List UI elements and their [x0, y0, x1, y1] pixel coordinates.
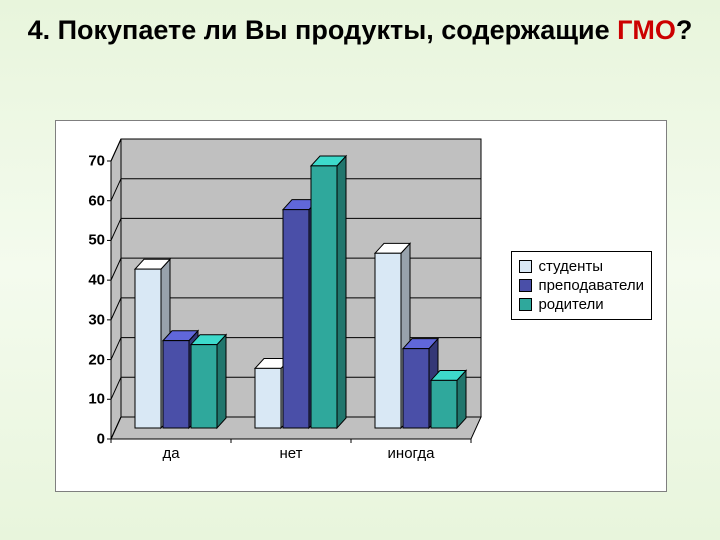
- title-suffix: ?: [676, 15, 693, 45]
- chart-container: 010203040506070данетиногда студентыпрепо…: [55, 120, 667, 492]
- y-tick-label: 60: [88, 192, 111, 209]
- y-tick-label: 20: [88, 351, 111, 368]
- x-category-label: иногда: [388, 439, 435, 462]
- legend-label: родители: [538, 296, 603, 313]
- y-tick-label: 70: [88, 153, 111, 170]
- legend-item: родители: [519, 296, 644, 313]
- title-highlight: ГМО: [617, 15, 676, 45]
- title-prefix: 4. Покупаете ли Вы продукты, содержащие: [28, 15, 618, 45]
- legend-label: студенты: [538, 258, 603, 275]
- slide: 4. Покупаете ли Вы продукты, содержащие …: [0, 0, 720, 540]
- chart-plot: 010203040506070данетиногда: [111, 139, 481, 439]
- chart-svg: [111, 139, 481, 439]
- legend-item: преподаватели: [519, 277, 644, 294]
- y-tick-label: 0: [97, 431, 111, 448]
- y-tick-label: 40: [88, 272, 111, 289]
- legend-item: студенты: [519, 258, 644, 275]
- legend-swatch: [519, 260, 532, 273]
- legend-swatch: [519, 298, 532, 311]
- y-tick-label: 50: [88, 232, 111, 249]
- legend-swatch: [519, 279, 532, 292]
- legend-label: преподаватели: [538, 277, 644, 294]
- chart-legend: студенты преподаватели родители: [511, 251, 652, 320]
- x-category-label: нет: [280, 439, 303, 462]
- x-category-label: да: [162, 439, 179, 462]
- y-tick-label: 30: [88, 311, 111, 328]
- slide-title: 4. Покупаете ли Вы продукты, содержащие …: [0, 14, 720, 48]
- y-tick-label: 10: [88, 391, 111, 408]
